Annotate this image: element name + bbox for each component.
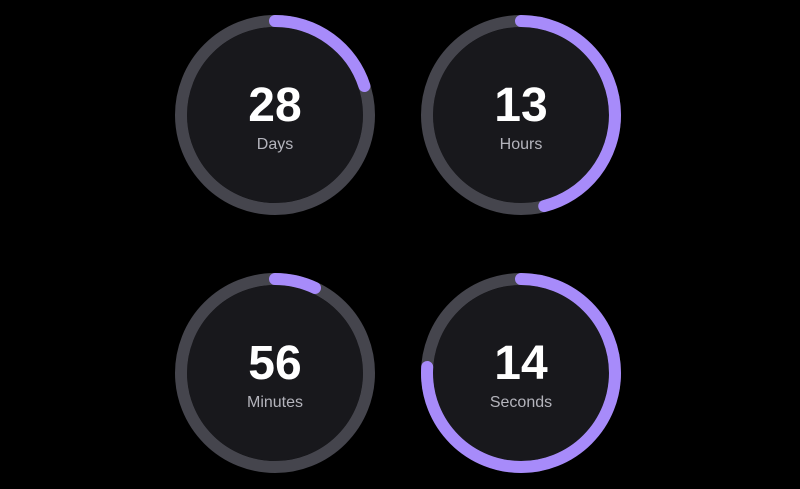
timer-label: Hours [499,136,543,153]
progress-ring [175,273,375,473]
timer-label: Days [256,136,294,153]
timer-face [187,285,363,461]
ring-progress [421,273,621,473]
timer-face [187,27,363,203]
timer-value: 56 [248,337,302,390]
timer-value: 13 [494,79,548,132]
progress-ring [421,273,621,473]
timer-minutes: 56 Minutes [175,273,375,473]
timer-value: 14 [494,337,548,390]
timer-face [433,285,609,461]
progress-ring [175,15,375,215]
timer-seconds: 14 Seconds [421,273,621,473]
timer-value: 28 [248,79,302,132]
timer-label: Minutes [246,394,304,411]
ring-progress [175,15,375,215]
timer-label: Seconds [489,394,553,411]
timer-face [433,27,609,203]
progress-ring [421,15,621,215]
timer-days: 28 Days [175,15,375,215]
ring-progress [175,273,375,473]
timer-hours: 13 Hours [421,15,621,215]
ring-progress [421,15,621,215]
